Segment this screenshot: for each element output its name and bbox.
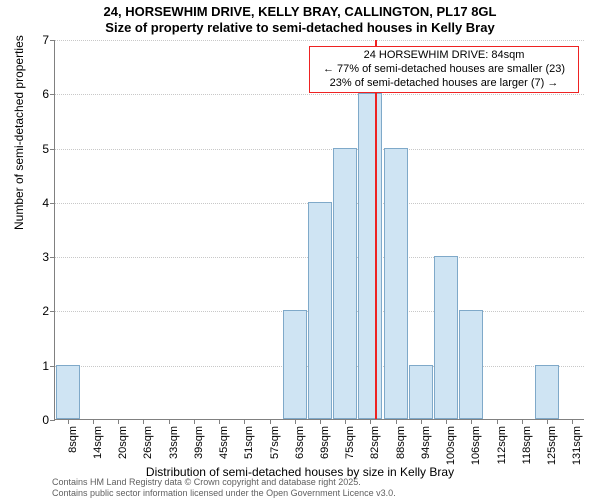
x-tick-label: 63sqm [292, 426, 306, 459]
x-tick-mark [270, 419, 271, 424]
x-tick-mark [169, 419, 170, 424]
y-axis-label: Number of semi-detached properties [12, 35, 26, 230]
y-tick-label: 6 [42, 87, 55, 101]
gridline [55, 40, 584, 41]
x-tick-mark [547, 419, 548, 424]
title-line-1: 24, HORSEWHIM DRIVE, KELLY BRAY, CALLING… [0, 4, 600, 20]
x-tick-mark [345, 419, 346, 424]
x-tick-label: 57sqm [267, 426, 281, 459]
gridline [55, 94, 584, 95]
x-tick-label: 88sqm [393, 426, 407, 459]
x-tick-label: 82sqm [367, 426, 381, 459]
histogram-bar [308, 202, 332, 419]
x-tick-label: 51sqm [241, 426, 255, 459]
footer-line-1: Contains HM Land Registry data © Crown c… [52, 477, 396, 487]
histogram-chart: 012345678sqm14sqm20sqm26sqm33sqm39sqm45s… [54, 40, 584, 420]
y-tick-label: 7 [42, 33, 55, 47]
x-tick-mark [244, 419, 245, 424]
y-tick-label: 0 [42, 413, 55, 427]
y-tick-label: 1 [42, 359, 55, 373]
x-tick-mark [219, 419, 220, 424]
x-tick-label: 131sqm [569, 426, 583, 465]
footer-line-2: Contains public sector information licen… [52, 488, 396, 498]
x-tick-label: 112sqm [494, 426, 508, 464]
plot-area: 012345678sqm14sqm20sqm26sqm33sqm39sqm45s… [54, 40, 584, 420]
x-tick-mark [421, 419, 422, 424]
x-tick-mark [370, 419, 371, 424]
x-tick-label: 69sqm [317, 426, 331, 459]
annotation-line: 24 HORSEWHIM DRIVE: 84sqm [314, 49, 574, 63]
x-tick-label: 33sqm [166, 426, 180, 459]
histogram-bar [459, 310, 483, 419]
histogram-bar [409, 365, 433, 419]
x-tick-label: 20sqm [115, 426, 129, 459]
x-tick-label: 45sqm [216, 426, 230, 459]
x-tick-mark [295, 419, 296, 424]
annotation-line: ← 77% of semi-detached houses are smalle… [314, 63, 574, 77]
x-tick-label: 8sqm [65, 426, 79, 453]
y-tick-label: 4 [42, 196, 55, 210]
x-tick-mark [522, 419, 523, 424]
x-tick-mark [320, 419, 321, 424]
x-tick-mark [68, 419, 69, 424]
histogram-bar [56, 365, 80, 419]
histogram-bar [384, 148, 408, 419]
x-tick-mark [396, 419, 397, 424]
histogram-bar [283, 310, 307, 419]
x-tick-mark [497, 419, 498, 424]
annotation-box: 24 HORSEWHIM DRIVE: 84sqm← 77% of semi-d… [309, 46, 579, 93]
x-tick-label: 125sqm [544, 426, 558, 465]
x-tick-label: 94sqm [418, 426, 432, 459]
x-tick-label: 118sqm [519, 426, 533, 464]
x-tick-mark [143, 419, 144, 424]
histogram-bar [333, 148, 357, 419]
y-tick-label: 2 [42, 304, 55, 318]
title-line-2: Size of property relative to semi-detach… [0, 20, 600, 36]
reference-marker-line [375, 40, 377, 419]
x-tick-mark [471, 419, 472, 424]
y-tick-label: 5 [42, 142, 55, 156]
x-tick-label: 39sqm [191, 426, 205, 459]
annotation-line: 23% of semi-detached houses are larger (… [314, 77, 574, 91]
x-tick-mark [572, 419, 573, 424]
gridline [55, 149, 584, 150]
x-tick-mark [194, 419, 195, 424]
x-tick-label: 14sqm [90, 426, 104, 459]
x-tick-label: 75sqm [342, 426, 356, 459]
x-tick-label: 106sqm [468, 426, 482, 465]
x-tick-mark [446, 419, 447, 424]
attribution-footer: Contains HM Land Registry data © Crown c… [52, 477, 396, 498]
x-tick-label: 26sqm [140, 426, 154, 459]
histogram-bar [434, 256, 458, 419]
histogram-bar [535, 365, 559, 419]
histogram-bar [358, 93, 382, 419]
x-tick-mark [118, 419, 119, 424]
x-tick-label: 100sqm [443, 426, 457, 465]
x-tick-mark [93, 419, 94, 424]
y-tick-label: 3 [42, 250, 55, 264]
